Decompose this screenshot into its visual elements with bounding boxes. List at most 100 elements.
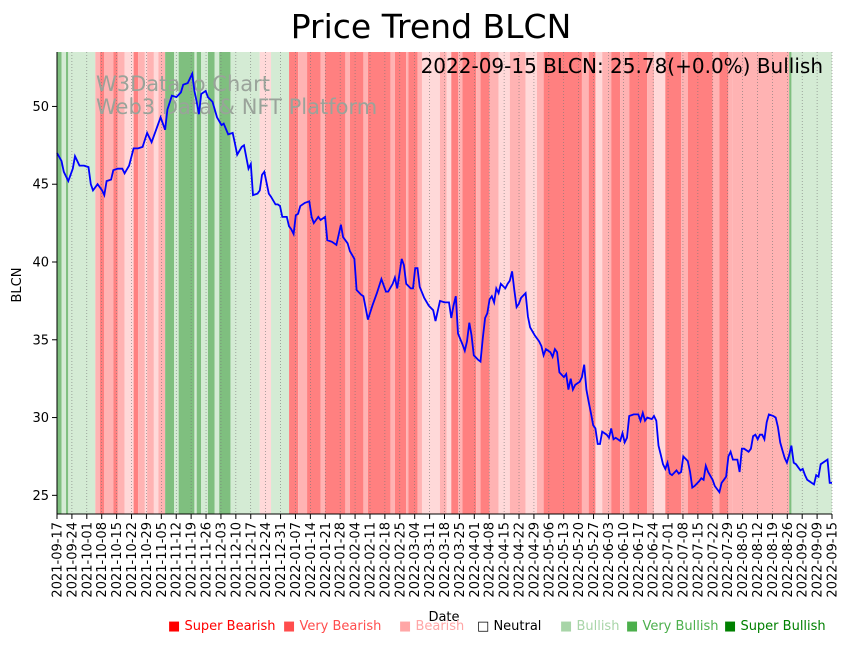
regime-band-bearish <box>509 52 526 514</box>
x-tick-label: 2022-08-26 <box>781 522 796 598</box>
regime-band-bullish <box>271 52 290 514</box>
legend-label: Very Bullish <box>642 619 719 634</box>
regime-band-bearish <box>489 52 499 514</box>
regime-band-bearish <box>320 52 326 514</box>
x-tick-label: 2022-09-09 <box>811 522 826 598</box>
x-tick-label: 2021-11-05 <box>155 522 170 598</box>
regime-band-very-bearish <box>480 52 490 514</box>
x-tick-label: 2021-11-26 <box>200 522 215 598</box>
regime-band-bearish <box>476 52 481 514</box>
regime-band-bearish <box>581 52 589 514</box>
regime-band-bearish <box>712 52 720 514</box>
legend-marker: ■ <box>399 619 412 634</box>
regime-band-bullish <box>791 52 832 514</box>
legend-marker: ■ <box>560 619 573 634</box>
regime-band-bullish <box>230 52 260 514</box>
legend-neutral: □ Neutral <box>477 619 541 634</box>
legend-marker: □ <box>477 619 490 634</box>
x-tick-label: 2022-05-13 <box>557 522 572 598</box>
x-tick-label: 2022-05-20 <box>572 522 587 598</box>
x-tick-label: 2021-09-24 <box>65 522 80 598</box>
x-tick-label: 2022-01-21 <box>319 522 334 598</box>
regime-band-neutral <box>124 52 134 514</box>
x-tick-label: 2022-07-29 <box>721 522 736 598</box>
regime-band-very-bearish <box>451 52 459 514</box>
x-tick-label: 2022-04-08 <box>483 522 498 598</box>
x-tick-label: 2021-10-29 <box>140 522 155 598</box>
regime-band-very-bearish <box>394 52 407 514</box>
regime-band-bearish <box>536 52 544 514</box>
regime-band-bearish <box>298 52 308 514</box>
regime-band-bearish <box>681 52 688 514</box>
x-tick-label: 2022-06-03 <box>602 522 617 598</box>
y-tick-label: 45 <box>32 178 49 193</box>
legend-super-bullish: ■ Super Bullish <box>724 619 826 634</box>
regime-band-very-bearish <box>289 52 299 514</box>
x-tick-label: 2021-12-17 <box>244 522 259 598</box>
regime-band-very-bullish <box>66 52 69 514</box>
x-tick-label: 2022-08-05 <box>736 522 751 598</box>
regime-band-bullish <box>194 52 197 514</box>
regime-band-neutral <box>654 52 666 514</box>
regime-band-bearish <box>158 52 166 514</box>
regime-band-neutral <box>446 52 452 514</box>
regime-band-very-bullish <box>57 52 62 514</box>
regime-band-very-bullish <box>178 52 195 514</box>
x-tick-label: 2022-03-18 <box>438 522 453 598</box>
y-tick-label: 50 <box>32 100 49 115</box>
regime-band-bullish <box>201 52 208 514</box>
regime-band-very-bearish <box>588 52 596 514</box>
x-tick-label: 2022-02-04 <box>349 522 364 598</box>
regime-band-neutral <box>525 52 537 514</box>
x-tick-label: 2022-09-15 <box>826 522 841 598</box>
x-tick-label: 2022-01-14 <box>304 522 319 598</box>
regime-band-very-bearish <box>543 52 582 514</box>
x-tick-label: 2022-04-29 <box>527 522 542 598</box>
latest-price-annotation: 2022-09-15 BLCN: 25.78(+0.0%) Bullish <box>421 54 823 78</box>
regime-band-very-bearish <box>99 52 105 514</box>
regime-band-bearish <box>104 52 114 514</box>
regime-band-bearish <box>138 52 145 514</box>
regime-band-very-bullish <box>196 52 202 514</box>
regime-band-very-bullish <box>165 52 175 514</box>
x-tick-label: 2021-11-19 <box>185 522 200 598</box>
regime-band-very-bullish <box>207 52 215 514</box>
x-tick-label: 2022-02-18 <box>378 522 393 598</box>
regime-band-very-bearish <box>113 52 118 514</box>
x-tick-label: 2022-08-19 <box>766 522 781 598</box>
legend-bearish: ■ Bearish <box>399 619 464 634</box>
x-gridlines <box>56 52 833 514</box>
regime-band-bearish <box>147 52 154 514</box>
x-tick-label: 2022-05-06 <box>542 522 557 598</box>
x-tick-label: 2022-05-27 <box>587 522 602 598</box>
price-line <box>56 70 832 495</box>
x-tick-label: 2021-12-24 <box>259 522 274 598</box>
y-tick-label: 35 <box>32 333 49 348</box>
x-tick-label: 2022-07-08 <box>676 522 691 598</box>
x-tick-label: 2022-06-10 <box>617 522 632 598</box>
x-tick-label: 2022-02-11 <box>363 522 378 598</box>
legend-bullish: ■ Bullish <box>560 619 619 634</box>
regime-band-bearish <box>439 52 447 514</box>
legend-marker: ■ <box>724 619 737 634</box>
x-tick-label: 2021-10-15 <box>110 522 125 598</box>
x-tick-label: 2021-12-31 <box>274 522 289 598</box>
chart-title: Price Trend BLCN <box>291 7 572 46</box>
x-tick-label: 2022-03-04 <box>408 522 423 598</box>
regime-band-very-bearish <box>325 52 346 514</box>
x-tick-label: 2021-11-12 <box>170 522 185 598</box>
regime-band-very-bearish <box>665 52 682 514</box>
regime-band-bearish <box>406 52 409 514</box>
x-tick-label: 2022-08-12 <box>751 522 766 598</box>
regime-band-bearish <box>728 52 733 514</box>
legend: ■ Super Bearish ■ Very Bearish ■ Bearish… <box>0 619 851 641</box>
x-tick-label: 2021-12-03 <box>214 522 229 598</box>
y-tick-label: 25 <box>32 489 49 504</box>
regime-band-bullish <box>214 52 220 514</box>
x-tick-label: 2021-10-22 <box>125 522 140 598</box>
legend-marker: ■ <box>283 619 296 634</box>
legend-marker: ■ <box>168 619 181 634</box>
regime-band-very-bearish <box>133 52 139 514</box>
regime-band-neutral <box>153 52 159 514</box>
